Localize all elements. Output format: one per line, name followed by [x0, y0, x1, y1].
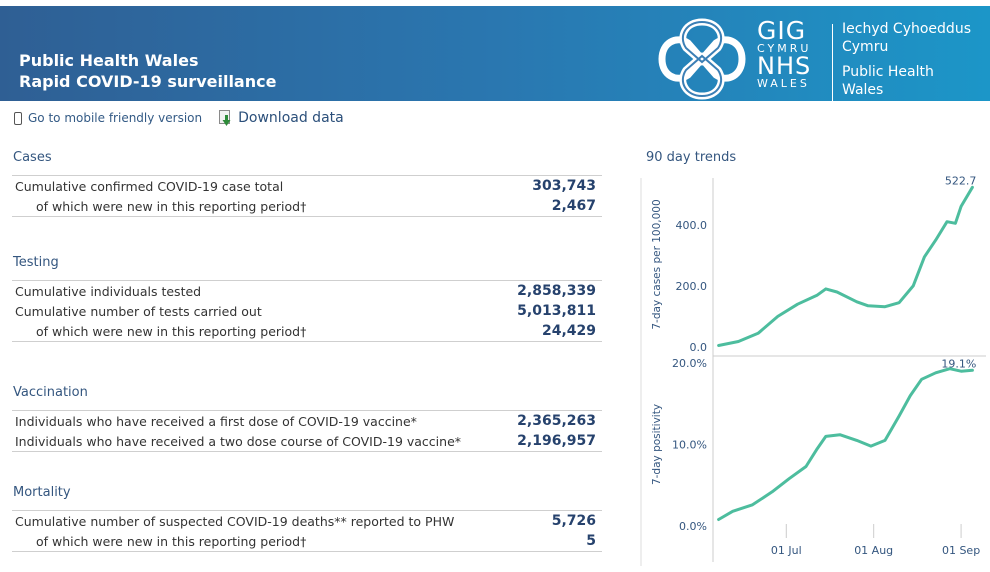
stat-label: Individuals who have received a first do…: [15, 413, 417, 429]
stat-label: Cumulative individuals tested: [15, 283, 202, 299]
section-title-mortality: Mortality: [13, 485, 71, 500]
stat-row-cumulative-cases: Cumulative confirmed COVID-19 case total…: [12, 176, 602, 196]
trends-title: 90 day trends: [646, 150, 737, 165]
divider: [12, 341, 602, 342]
celtic-knot-logo-icon: [658, 18, 746, 100]
org-name-english-1: Public Health: [842, 64, 934, 80]
stat-value: 5,726: [551, 513, 596, 529]
org-name-english-2: Wales: [842, 82, 884, 98]
y-tick-label: 200.0: [676, 280, 708, 293]
download-icon: [219, 109, 231, 126]
mobile-link-label: Go to mobile friendly version: [28, 111, 203, 125]
stat-row-deaths: Cumulative number of suspected COVID-19 …: [12, 511, 602, 531]
header-banner: Public Health Wales Rapid COVID-19 surve…: [0, 6, 990, 102]
logo-cymru-text: CYMRU: [757, 42, 812, 55]
stat-row-two-dose: Individuals who have received a two dose…: [12, 431, 602, 451]
toolbar: Go to mobile friendly version Download d…: [14, 108, 344, 128]
logo-gig-text: GIG: [757, 16, 807, 45]
y-axis-title: 7-day positivity: [651, 404, 663, 485]
series-line: [717, 367, 974, 521]
stat-row-new-cases: of which were new in this reporting peri…: [12, 196, 602, 216]
logo-wales-text: WALES: [757, 77, 810, 90]
trends-chart: 0.0 200.0 400.0 7-day cases per 100,000 522.…: [640, 174, 986, 566]
section-title-cases: Cases: [13, 150, 52, 165]
gig-nhs-logo: GIG CYMRU NHS WALES: [757, 18, 811, 89]
section-title-vaccination: Vaccination: [13, 385, 88, 400]
stat-value: 303,743: [532, 178, 596, 194]
mobile-version-link[interactable]: Go to mobile friendly version: [14, 111, 202, 125]
stat-value: 2,467: [551, 198, 596, 214]
phone-icon: [14, 111, 22, 125]
stat-value: 2,196,957: [517, 433, 596, 449]
stat-label: Cumulative number of tests carried out: [15, 303, 262, 319]
divider: [12, 551, 602, 552]
stat-value: 2,858,339: [517, 283, 596, 299]
page-title-line1: Public Health Wales: [19, 51, 199, 70]
y-tick-label: 400.0: [676, 219, 708, 232]
x-tick-label: 01 Jul: [771, 544, 802, 557]
download-data-button[interactable]: Download data: [219, 109, 344, 127]
stat-row-new-tests: of which were new in this reporting peri…: [12, 321, 602, 341]
stat-value: 2,365,263: [517, 413, 596, 429]
stat-label: Cumulative number of suspected COVID-19 …: [15, 513, 455, 529]
stat-row-individuals-tested: Cumulative individuals tested 2,858,339: [12, 281, 602, 301]
stat-value: 24,429: [541, 323, 596, 339]
org-name-welsh-1: Iechyd Cyhoeddus: [842, 21, 971, 37]
divider: [12, 216, 602, 217]
logo-nhs-text: NHS: [757, 52, 812, 80]
stat-row-first-dose: Individuals who have received a first do…: [12, 411, 602, 431]
divider: [12, 280, 602, 281]
stat-value: 5: [586, 533, 596, 549]
x-tick-label: 01 Aug: [854, 544, 893, 557]
divider: [12, 175, 602, 176]
y-tick-label: 20.0%: [672, 357, 707, 370]
series-end-label: 522.7: [945, 174, 977, 187]
stat-label: Cumulative confirmed COVID-19 case total: [15, 178, 284, 194]
stat-value: 5,013,811: [517, 303, 596, 319]
logo-divider: [832, 24, 833, 102]
stat-label: Individuals who have received a two dose…: [15, 433, 462, 449]
y-tick-label: 10.0%: [672, 439, 707, 452]
series-line: [717, 185, 974, 347]
y-tick-label: 0.0%: [679, 520, 707, 533]
divider: [12, 510, 602, 511]
download-label: Download data: [238, 110, 344, 126]
stat-row-tests-carried-out: Cumulative number of tests carried out 5…: [12, 301, 602, 321]
series-end-label: 19.1%: [941, 357, 976, 370]
y-tick-label: 0.0: [690, 341, 708, 354]
org-name-welsh-2: Cymru: [842, 39, 889, 55]
stat-label: of which were new in this reporting peri…: [36, 323, 307, 339]
divider: [12, 451, 602, 452]
stat-label: of which were new in this reporting peri…: [36, 198, 307, 214]
page-title-line2: Rapid COVID-19 surveillance: [19, 72, 277, 91]
section-title-testing: Testing: [13, 255, 59, 270]
stat-row-new-deaths: of which were new in this reporting peri…: [12, 531, 602, 551]
stat-label: of which were new in this reporting peri…: [36, 533, 307, 549]
y-axis-title: 7-day cases per 100,000: [651, 199, 663, 329]
divider: [12, 410, 602, 411]
x-tick-label: 01 Sep: [942, 544, 980, 557]
